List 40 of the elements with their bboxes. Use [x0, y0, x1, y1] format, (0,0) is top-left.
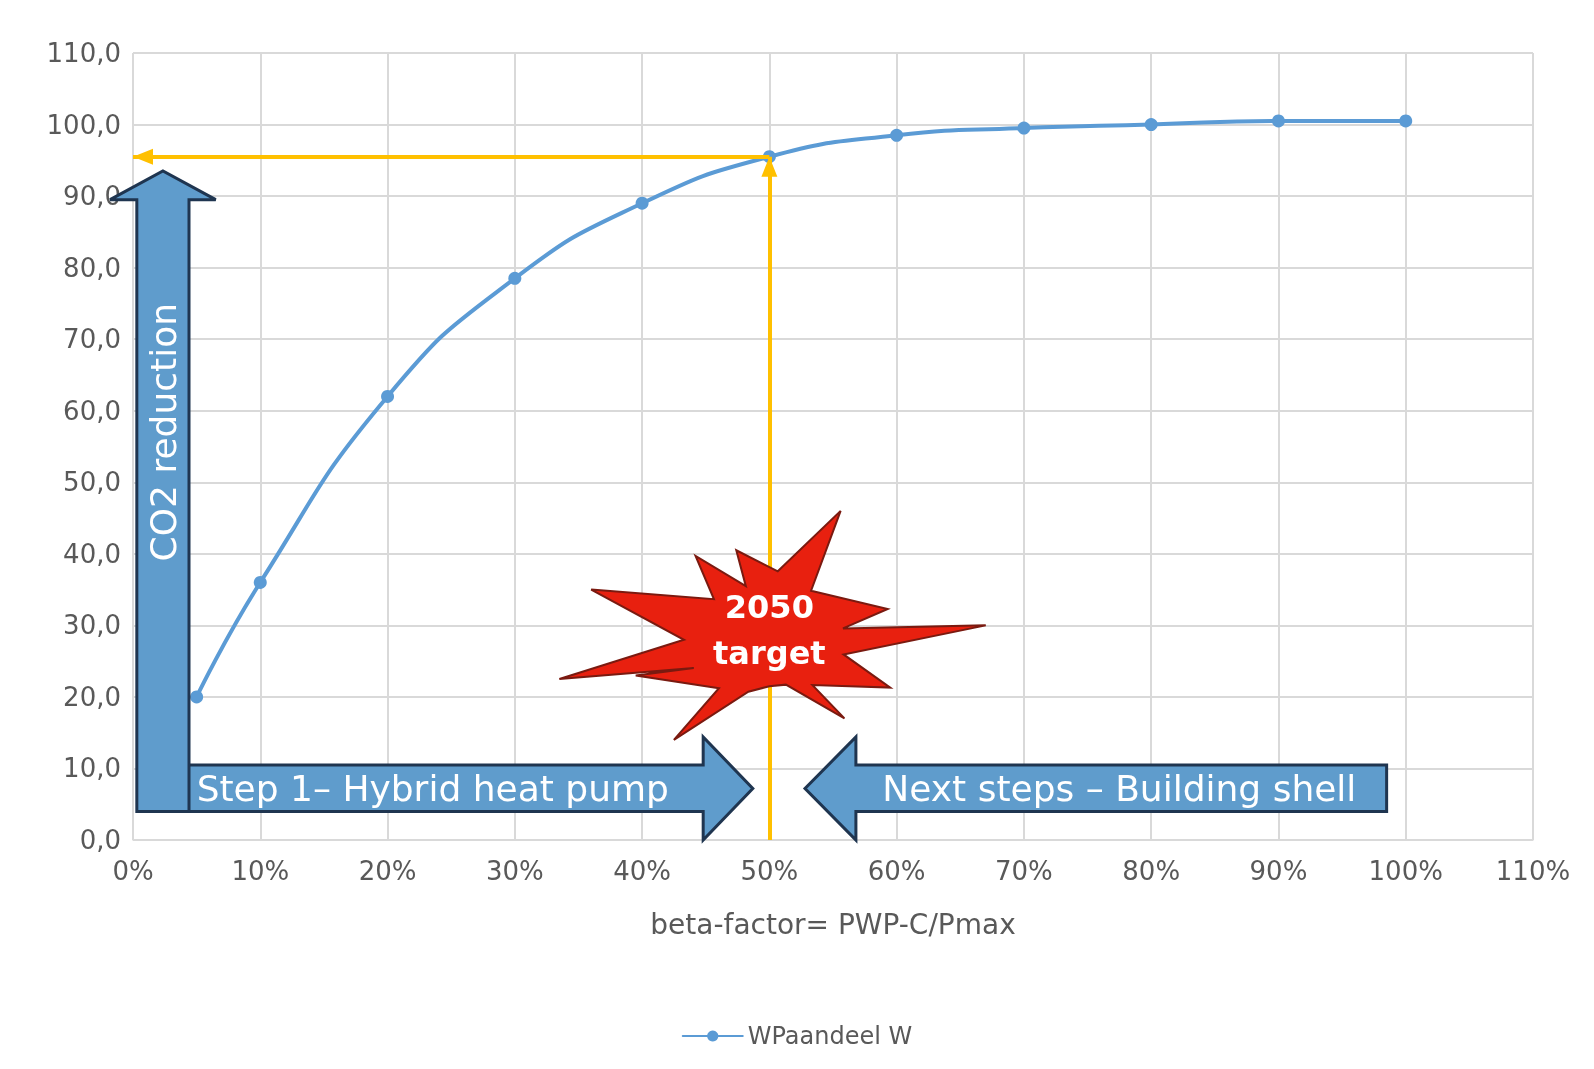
point — [508, 271, 522, 285]
x-tick-label: 100% — [1368, 856, 1443, 886]
point — [190, 690, 204, 704]
y-tick-label: 30,0 — [63, 610, 121, 641]
x-tick-label: 60% — [867, 856, 926, 886]
y-tick-label: 40,0 — [63, 538, 121, 569]
point — [1017, 121, 1031, 135]
x-tick-label: 110% — [1495, 856, 1571, 886]
point — [381, 389, 395, 403]
x-tick-label: 30% — [485, 856, 544, 886]
legend-label: WPaandeel W — [747, 1022, 913, 1050]
x-tick-label: 20% — [358, 856, 417, 886]
x-tick-label: 40% — [613, 856, 671, 886]
x-tick-label: 50% — [740, 856, 799, 886]
x-axis-title: beta-factor= PWP-C/Pmax — [650, 907, 1016, 941]
point — [1271, 114, 1285, 128]
x-tick-label: 70% — [995, 856, 1053, 886]
y-tick-label: 90,0 — [63, 181, 121, 212]
y-tick-label: 70,0 — [63, 324, 121, 355]
y-tick-label: 0,0 — [79, 825, 121, 855]
x-tick-label: 90% — [1249, 856, 1308, 886]
y-tick-label: 20,0 — [63, 681, 121, 712]
y-tick-label: 50,0 — [63, 467, 121, 498]
y-tick-label: 10,0 — [63, 753, 121, 784]
y-tick-label: 80,0 — [63, 252, 121, 283]
y-tick-label: 60,0 — [63, 395, 121, 426]
y-tick-label: 100,0 — [46, 109, 121, 140]
annotation: Next steps – Building shell — [882, 768, 1357, 810]
point — [1399, 114, 1413, 128]
annotation: 2050 target — [713, 588, 826, 673]
point — [635, 196, 649, 210]
y-tick-label: 110,0 — [46, 38, 121, 68]
x-tick-label: 80% — [1122, 856, 1181, 886]
point — [890, 128, 904, 142]
point — [1144, 118, 1158, 132]
annotation: Step 1– Hybrid heat pump — [196, 768, 669, 810]
x-tick-label: 10% — [231, 856, 290, 886]
annotation: CO2 reduction — [142, 302, 184, 562]
point — [253, 575, 267, 589]
x-tick-label: 0% — [112, 856, 154, 886]
